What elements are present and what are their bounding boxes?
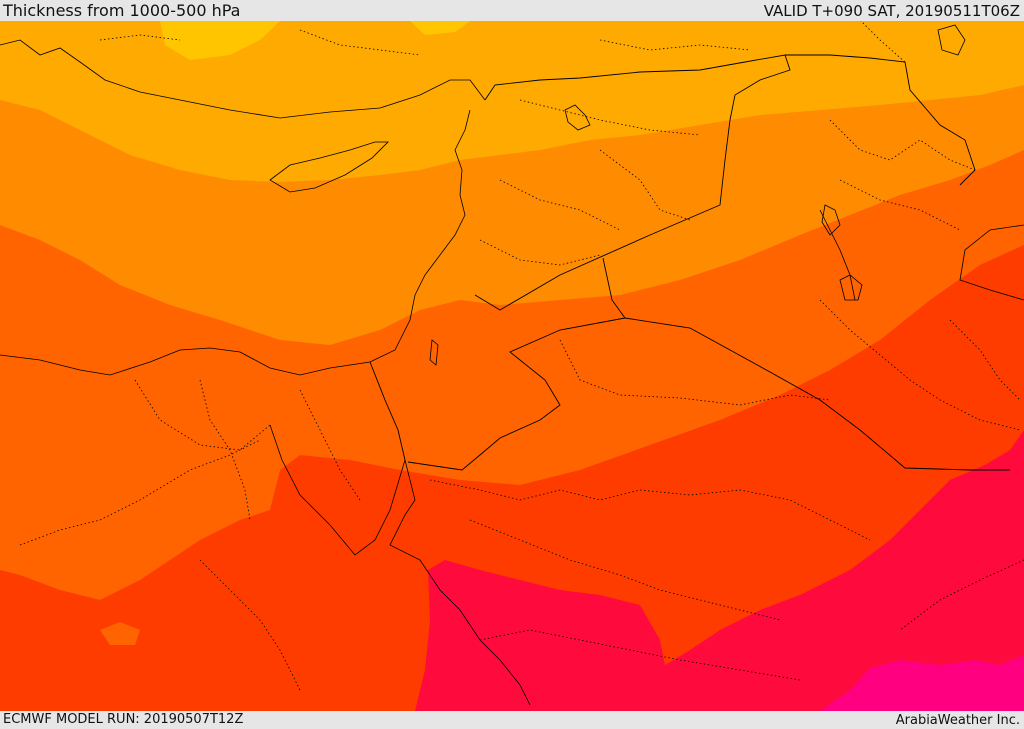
map-title: Thickness from 1000-500 hPa <box>3 1 241 20</box>
valid-time: VALID T+090 SAT, 20190511T06Z <box>763 2 1020 20</box>
thickness-map <box>0 21 1024 711</box>
lakes <box>429 24 966 366</box>
footer-bar <box>0 711 1024 729</box>
borders <box>369 54 1010 471</box>
band-6 <box>415 430 1024 711</box>
coastlines <box>0 39 1024 706</box>
band-1-east <box>410 21 470 35</box>
model-run-label: ECMWF MODEL RUN: 20190507T12Z <box>3 712 244 727</box>
province-lines <box>19 21 1024 691</box>
header-bar: Thickness from 1000-500 hPa VALID T+090 … <box>0 0 1024 21</box>
credit-label: ArabiaWeather Inc. <box>895 713 1020 728</box>
band-2 <box>0 21 1024 182</box>
band-7 <box>820 655 1024 711</box>
band-4-patch <box>100 622 140 645</box>
band-1 <box>160 21 280 60</box>
